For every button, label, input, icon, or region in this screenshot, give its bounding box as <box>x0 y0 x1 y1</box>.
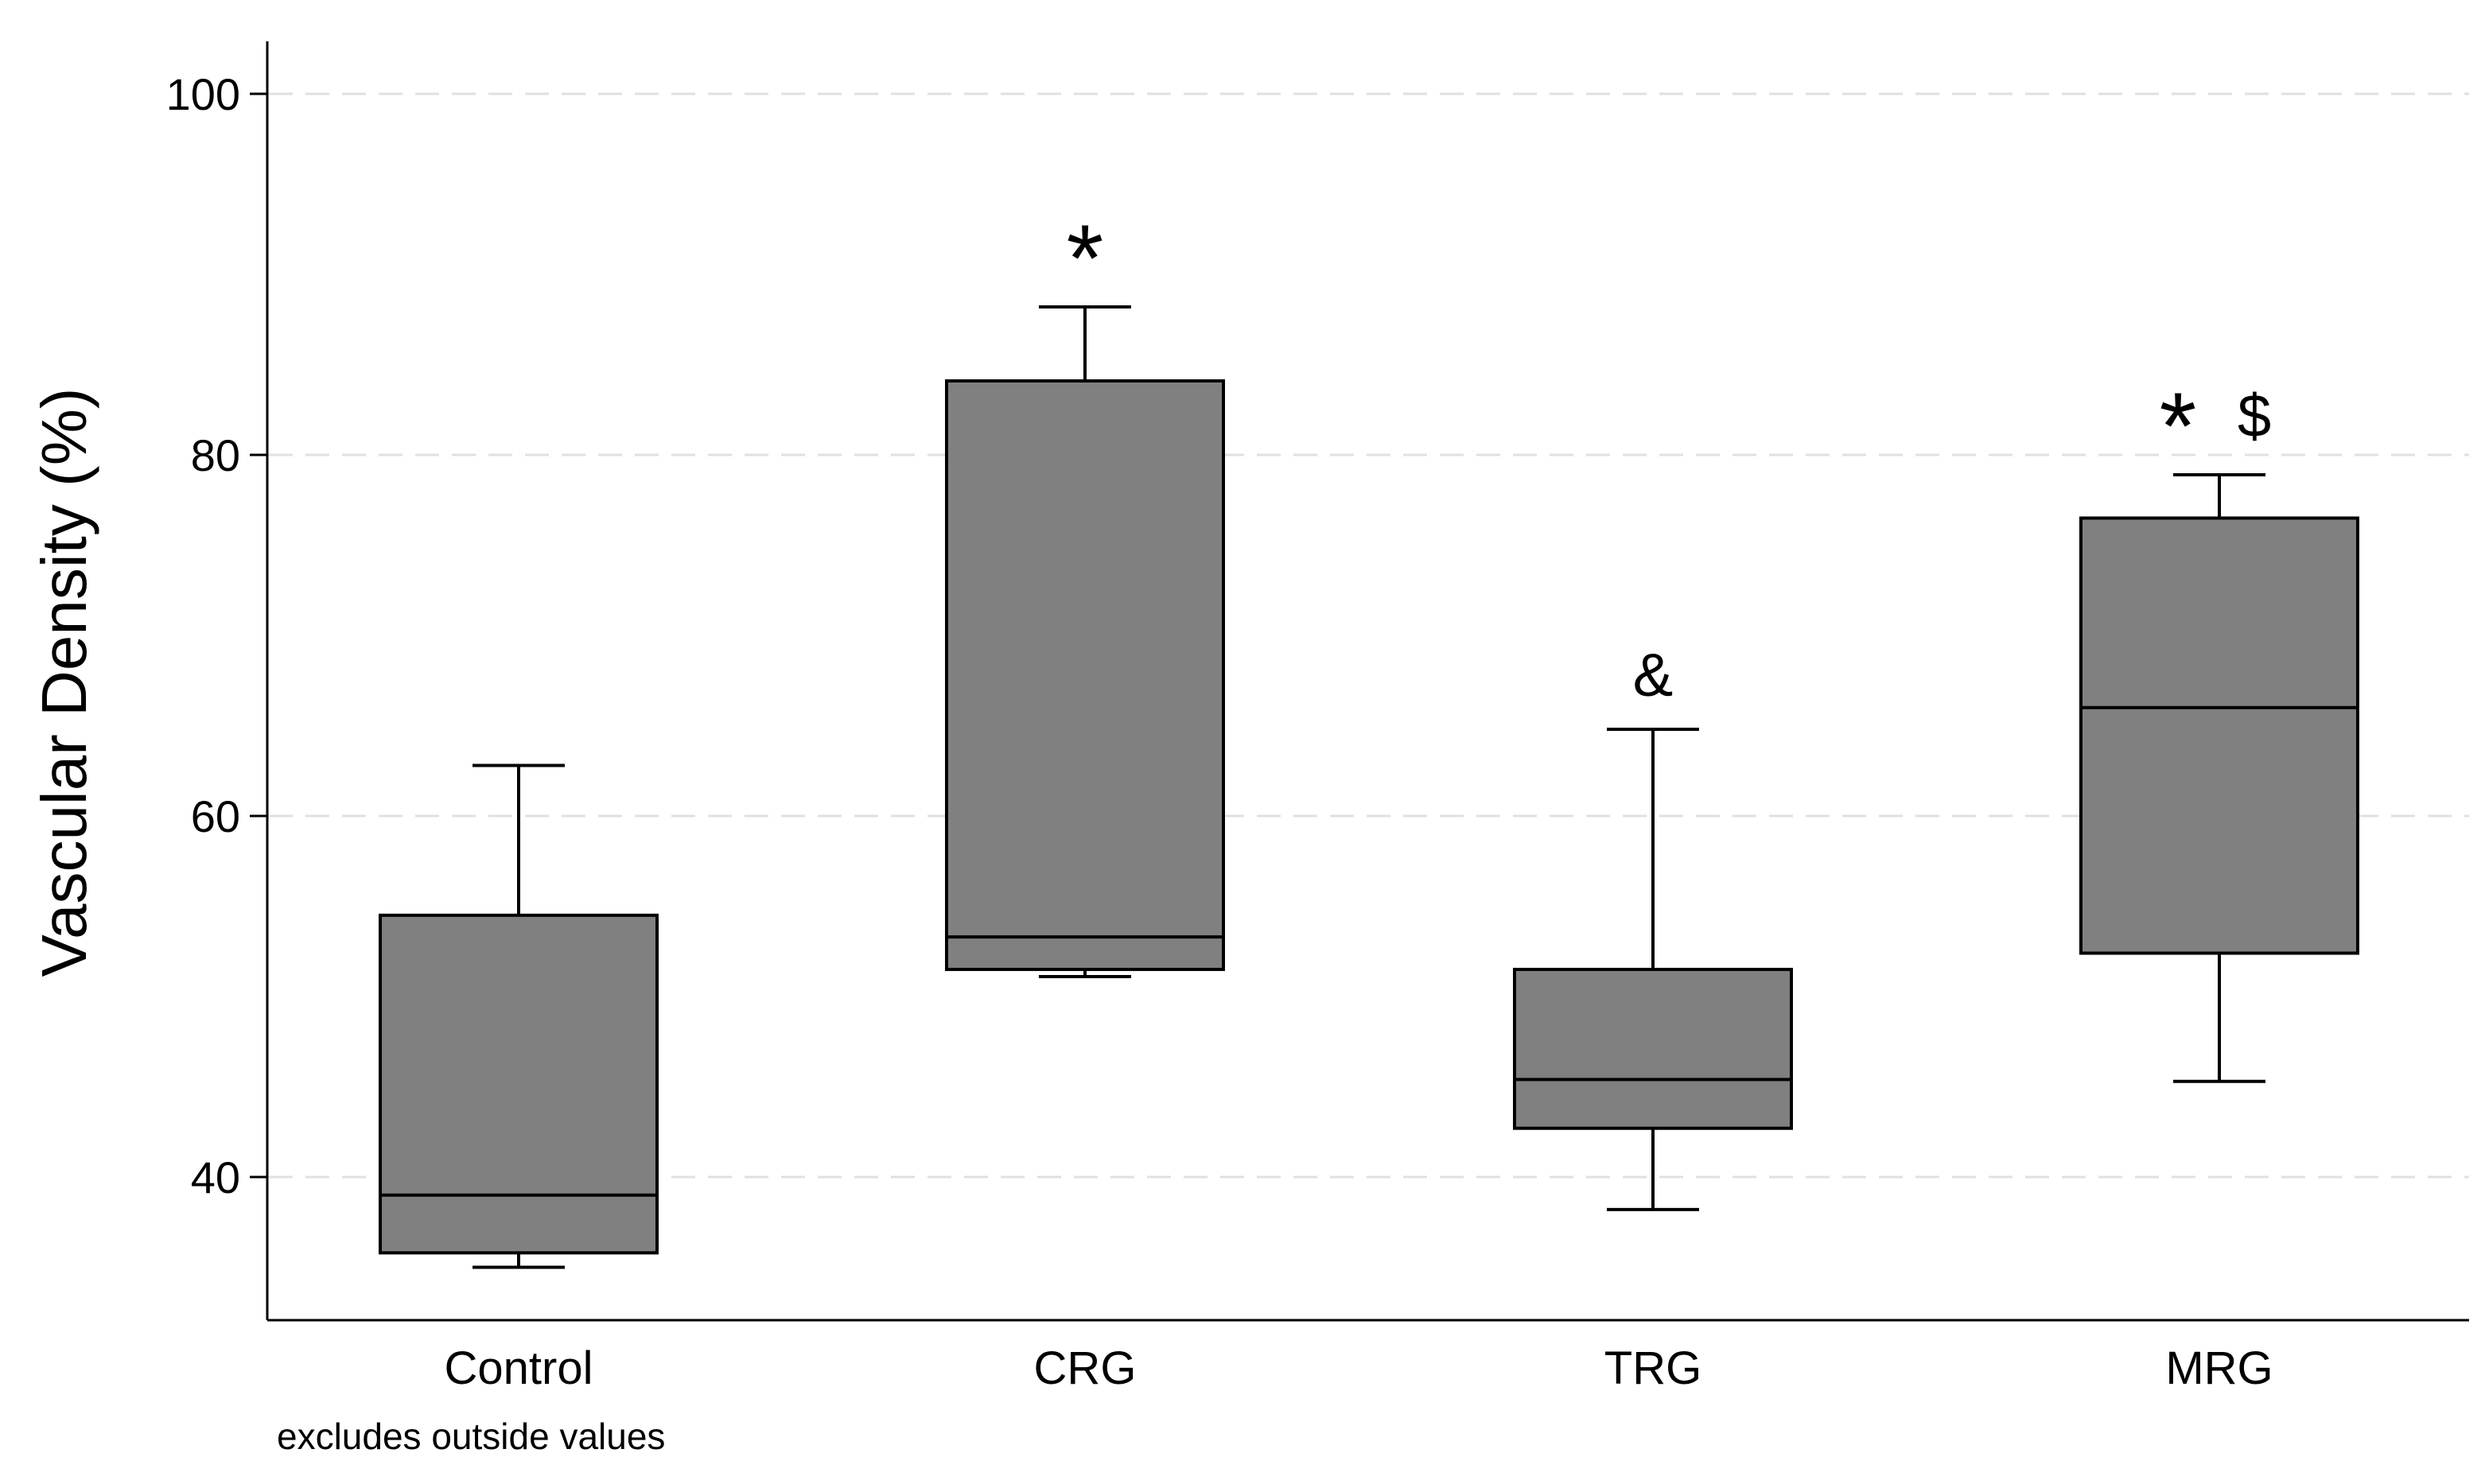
box-group-crg: * <box>945 205 1225 979</box>
box-group-trg: & <box>1513 642 1793 1211</box>
box-group-mrg: * $ <box>2079 373 2359 1083</box>
significance-dollar: $ <box>2238 383 2271 450</box>
significance-star: * <box>2160 373 2197 480</box>
x-tick-label-trg: TRG <box>1604 1342 1701 1394</box>
y-tick-label: 80 <box>191 430 240 480</box>
significance-marker: * <box>1067 205 1104 312</box>
x-tick-label-crg: CRG <box>1034 1342 1137 1394</box>
iqr-box <box>1513 967 1793 1130</box>
iqr-box <box>2079 516 2359 955</box>
x-tick-labels: Control CRG TRG MRG <box>445 1342 2273 1394</box>
y-tick-label: 40 <box>191 1152 240 1202</box>
outside-values-note: excludes outside values <box>277 1416 665 1457</box>
y-axis-label: Vascular Density (%) <box>29 388 99 977</box>
iqr-box <box>379 913 659 1255</box>
box-group-control <box>379 763 659 1269</box>
y-tick-label: 100 <box>166 69 240 119</box>
axes <box>266 41 2469 1322</box>
significance-marker: & <box>1633 642 1674 709</box>
y-ticks: 40 60 80 100 <box>166 69 267 1202</box>
y-tick-label: 60 <box>191 791 240 841</box>
x-tick-label-control: Control <box>445 1342 593 1394</box>
x-tick-label-mrg: MRG <box>2165 1342 2273 1394</box>
iqr-box <box>945 379 1225 971</box>
boxes: *&* $ <box>379 205 2359 1269</box>
